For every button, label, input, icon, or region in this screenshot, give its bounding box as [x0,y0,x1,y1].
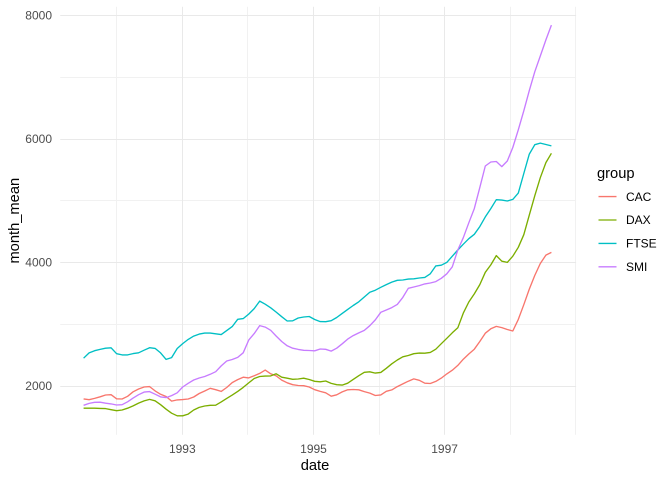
svg-text:6000: 6000 [25,132,52,146]
svg-text:CAC: CAC [626,190,652,204]
svg-text:1993: 1993 [169,442,196,456]
svg-text:4000: 4000 [25,256,52,270]
svg-text:month_mean: month_mean [7,178,23,264]
svg-text:1997: 1997 [431,442,458,456]
svg-text:1995: 1995 [300,442,327,456]
svg-text:date: date [301,458,330,474]
svg-text:2000: 2000 [25,379,52,393]
svg-text:SMI: SMI [626,260,647,274]
svg-text:FTSE: FTSE [626,237,657,251]
svg-text:DAX: DAX [626,213,651,227]
svg-text:8000: 8000 [25,8,52,22]
svg-text:group: group [597,166,635,182]
